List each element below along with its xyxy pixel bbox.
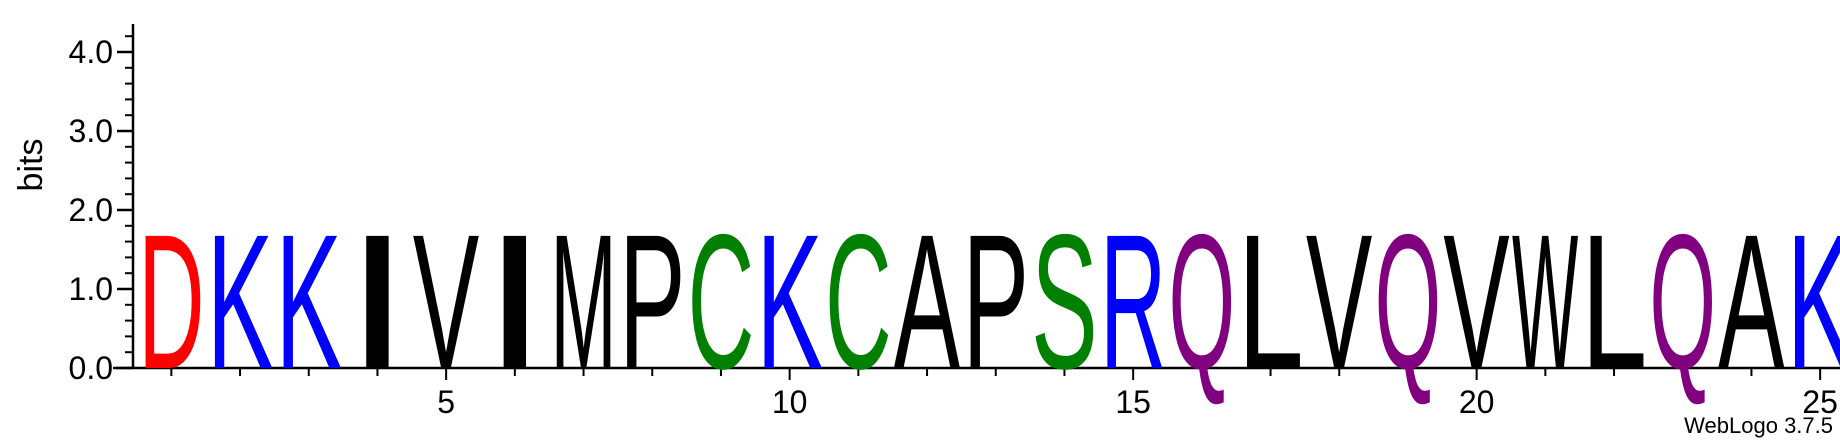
y-tick-label: 1.0 [69,271,113,307]
residue-letter: Q [1169,194,1236,410]
y-tick-label: 2.0 [69,192,113,228]
residue-letter: R [1100,195,1167,409]
residue-letter: P [962,195,1029,409]
x-tick-label: 25 [1802,384,1838,420]
version-footer: WebLogo 3.7.5 [1684,413,1833,438]
y-tick-label: 4.0 [69,34,113,70]
x-tick-label: 20 [1459,384,1495,420]
residue-letter: V [1306,196,1372,409]
residue-letter: Q [1375,194,1442,410]
residue-letter: A [894,196,960,409]
residue-letter: A [1718,196,1784,409]
residue-letter: C [688,195,755,409]
residue-letter: W [1512,194,1578,409]
y-axis-label: bits [12,139,50,192]
y-tick-label: 3.0 [69,113,113,149]
residue-letter: L [1581,194,1648,409]
residue-stacks: DKKIVIMPCKCAPSRQLVQVWLQAK [138,194,1840,410]
residue-letter: K [275,195,342,409]
residue-letter: I [482,195,549,410]
residue-letter: K [1787,195,1840,409]
residue-letter: S [1031,195,1098,409]
residue-letter: D [138,195,205,409]
residue-letter: M [550,196,617,410]
residue-letter: K [207,195,274,409]
residue-letter: P [619,195,686,409]
y-tick-label: 0.0 [69,350,113,386]
residue-letter: K [756,195,823,409]
residue-letter: Q [1649,194,1716,410]
axes-layer: 0.0 1.0 2.0 3.0 4.0 5 10 15 20 25 [69,24,1840,420]
x-tick-label: 15 [1115,384,1151,420]
residue-letter: C [825,195,892,409]
residue-letter: V [413,196,479,409]
residue-letter: V [1443,196,1509,409]
x-tick-label: 10 [772,384,808,420]
residue-letter: I [344,195,411,410]
residue-letter: L [1237,194,1304,409]
x-tick-label: 5 [437,384,455,420]
